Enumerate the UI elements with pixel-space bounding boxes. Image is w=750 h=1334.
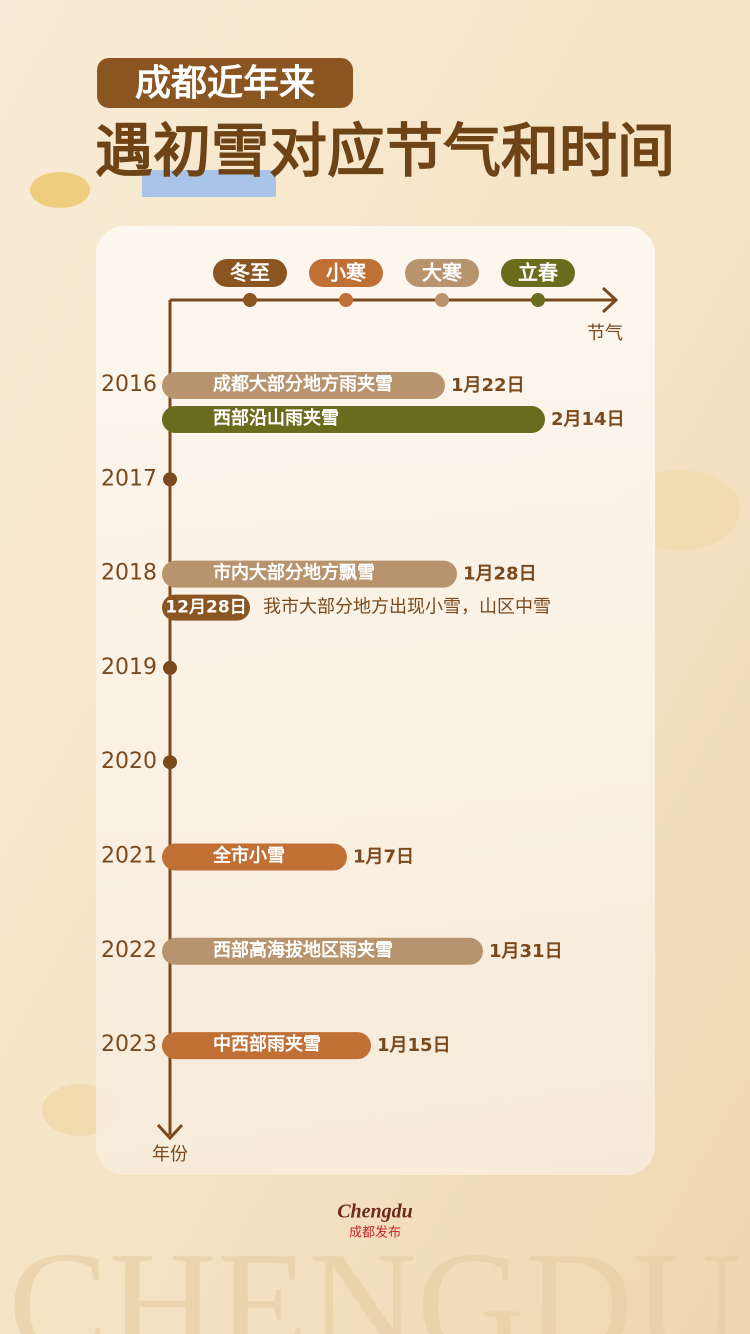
tag-background — [97, 58, 353, 108]
card — [96, 226, 655, 1175]
term-badge — [405, 259, 479, 287]
date-badge — [162, 594, 250, 621]
year-label: 2022 — [101, 938, 157, 963]
event-date: 2月14日 — [551, 409, 625, 430]
date-badge-label: 12月28日 — [165, 598, 246, 618]
y-axis-label: 年份 — [152, 1144, 188, 1165]
event-bar — [162, 937, 483, 965]
event-note: 我市大部分地方出现小雪，山区中雪 — [263, 597, 551, 618]
logo-top: Chengdu — [337, 1201, 413, 1223]
event-bar — [162, 560, 457, 588]
event-label: 中西部雨夹雪 — [213, 1033, 321, 1055]
event-date: 1月22日 — [451, 375, 525, 396]
year-label: 2018 — [101, 561, 157, 586]
term-badge — [213, 259, 287, 287]
event-bar — [162, 372, 445, 399]
term-label: 冬至 — [230, 261, 270, 285]
year-dot — [163, 755, 177, 770]
event-date: 1月31日 — [489, 941, 563, 962]
logo-bottom: 成都发布 — [349, 1225, 401, 1241]
header-tag: 成都近年来 — [135, 63, 315, 104]
term-dot — [531, 293, 545, 307]
year-label: 2023 — [101, 1032, 157, 1057]
event-date: 1月28日 — [463, 564, 537, 585]
event-bar — [162, 843, 347, 871]
year-label: 2017 — [101, 466, 157, 491]
event-date: 1月7日 — [353, 847, 414, 868]
y-arrow — [156, 1123, 184, 1141]
header-title: 遇初雪对应节气和时间 — [95, 117, 675, 185]
year-label: 2019 — [101, 655, 157, 680]
term-dot — [435, 293, 449, 307]
term-dot — [243, 293, 257, 307]
event-label: 西部沿山雨夹雪 — [213, 407, 339, 429]
event-label: 全市小雪 — [212, 845, 285, 867]
watermark: CHENGDU — [8, 1221, 741, 1334]
x-axis-label: 节气 — [587, 323, 623, 344]
term-dot — [339, 293, 353, 307]
term-badge — [309, 259, 383, 287]
term-badge — [501, 259, 575, 287]
year-label: 2016 — [101, 372, 157, 397]
ginkgo-leaf — [30, 172, 90, 208]
term-label: 立春 — [518, 261, 559, 285]
year-dot — [163, 660, 177, 675]
year-label: 2021 — [101, 844, 157, 869]
event-bar — [162, 1032, 371, 1060]
highlight — [142, 170, 276, 197]
term-label: 大寒 — [422, 261, 463, 285]
term-label: 小寒 — [326, 261, 367, 285]
event-bar — [162, 406, 545, 433]
x-arrow — [601, 286, 619, 314]
event-label: 成都大部分地方雨夹雪 — [213, 373, 393, 395]
year-label: 2020 — [101, 749, 157, 774]
year-dot — [163, 472, 177, 487]
event-label: 西部高海拔地区雨夹雪 — [213, 939, 393, 961]
event-date: 1月15日 — [377, 1035, 451, 1056]
event-label: 市内大部分地方飘雪 — [213, 562, 375, 584]
